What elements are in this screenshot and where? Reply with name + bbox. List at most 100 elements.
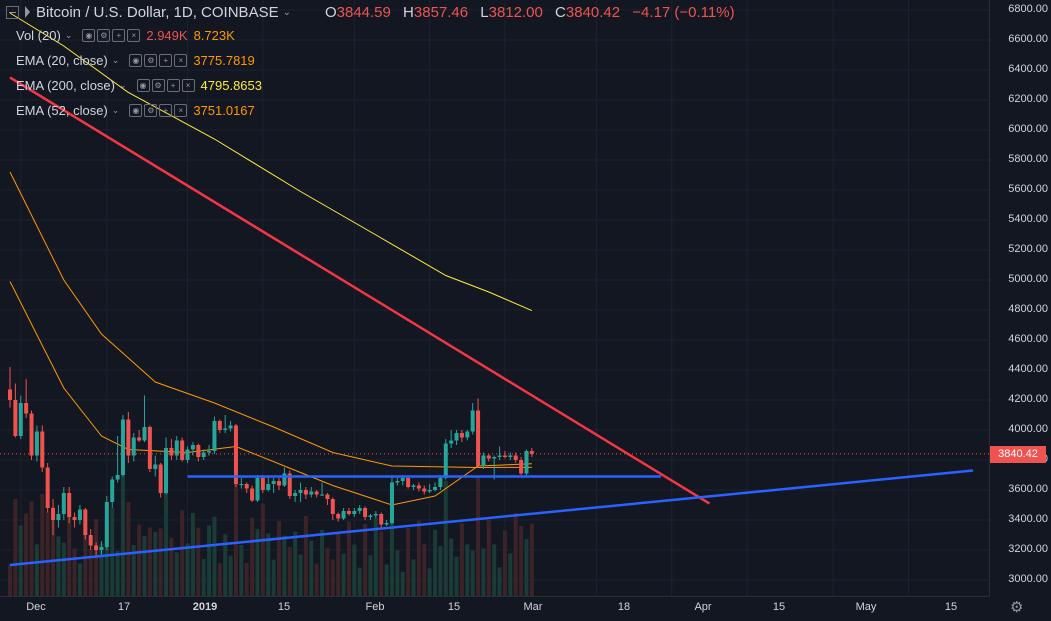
candle [406, 478, 411, 487]
indicator-value: 3775.7819 [193, 53, 255, 68]
candle [416, 485, 421, 489]
ohlc-values: O3844.59 H3857.46 L3812.00 C3840.42 −4.1… [325, 4, 743, 21]
indicator-name[interactable]: EMA (20, close) [16, 53, 108, 68]
gear-icon[interactable]: ⚙ [1010, 599, 1024, 616]
indicator-ema200[interactable]: EMA (200, close) ⌄ ◉ ⚙ + × 4795.8653 [16, 78, 268, 93]
volume-bar [389, 484, 394, 596]
close-icon[interactable]: × [174, 104, 188, 117]
eye-icon[interactable]: ◉ [129, 54, 143, 67]
last-price-label: 3840.42 [990, 446, 1046, 463]
candle [502, 455, 507, 457]
candle [470, 410, 475, 432]
candle [110, 479, 115, 502]
volume-bar [250, 517, 255, 596]
close-icon[interactable]: × [127, 29, 141, 42]
plus-icon[interactable]: + [166, 79, 180, 92]
y-tick-label: 4800.00 [1008, 303, 1048, 315]
indicator-value-2: 8.723K [193, 28, 235, 43]
settings-icon[interactable]: ⚙ [151, 79, 165, 92]
y-tick-label: 6800.00 [1008, 3, 1048, 15]
volume-bar [497, 567, 502, 596]
candle [8, 389, 12, 400]
candle [373, 514, 378, 516]
chart-header: Bitcoin / U.S. Dollar, 1D, COINBASE ⌄ O3… [0, 0, 743, 24]
volume-bar [13, 499, 18, 596]
volume-bar [352, 544, 357, 596]
y-tick-label: 4400.00 [1008, 363, 1048, 375]
plus-icon[interactable]: + [159, 54, 173, 67]
plus-icon[interactable]: + [159, 104, 173, 117]
eye-icon[interactable]: ◉ [129, 104, 143, 117]
indicator-ema52[interactable]: EMA (52, close) ⌄ ◉ ⚙ + × 3751.0167 [16, 103, 261, 118]
indicator-buttons: ◉ ⚙ + × [129, 54, 188, 67]
x-tick-label: 15 [447, 601, 461, 613]
candle [433, 487, 438, 490]
candle [271, 481, 276, 484]
y-tick-label: 3200.00 [1008, 543, 1048, 555]
indicator-name[interactable]: Vol (20) [16, 28, 61, 43]
indicator-name[interactable]: EMA (200, close) [16, 78, 115, 93]
time-axis[interactable]: Dec 17 2019 15 Feb 15 Mar 18 Apr 15 May … [0, 596, 989, 621]
volume-bar [185, 543, 190, 596]
volume-bar [18, 525, 23, 596]
candle [94, 545, 99, 550]
candle [266, 484, 271, 490]
volume-bar [320, 530, 325, 596]
volume-bar [77, 563, 82, 596]
candle [277, 481, 281, 486]
close-icon[interactable]: × [181, 79, 195, 92]
ema200-line [9, 12, 533, 312]
symbol-title[interactable]: Bitcoin / U.S. Dollar, 1D, COINBASE [36, 3, 279, 21]
plus-icon[interactable]: + [112, 29, 126, 42]
close-key: C [555, 3, 566, 21]
chevron-down-icon[interactable]: ⌄ [282, 6, 291, 18]
volume-bar [110, 508, 115, 596]
settings-icon[interactable]: ⚙ [144, 104, 158, 117]
candle [207, 451, 212, 453]
indicator-name[interactable]: EMA (52, close) [16, 103, 108, 118]
candle [449, 440, 454, 444]
volume-bar [384, 564, 389, 596]
candle [513, 455, 518, 460]
volume-bar [228, 555, 233, 596]
candle [293, 493, 298, 496]
chevron-down-icon[interactable]: ⌄ [64, 30, 73, 40]
volume-bar [244, 563, 249, 596]
x-tick-label: Mar [523, 601, 543, 613]
collapse-icon[interactable] [6, 5, 19, 19]
chevron-down-icon[interactable]: ⌄ [119, 80, 127, 90]
x-tick-label: 15 [944, 601, 958, 613]
volume-bar [481, 548, 486, 596]
flag-icon[interactable] [25, 6, 30, 18]
volume-bar [314, 563, 319, 596]
volume-bar [201, 559, 206, 596]
volume-bar [158, 528, 163, 596]
settings-icon[interactable]: ⚙ [97, 29, 111, 42]
high-key: H [403, 3, 414, 21]
price-axis[interactable]: 6800.00 6600.00 6400.00 6200.00 6000.00 … [989, 0, 1051, 596]
volume-bar [379, 531, 384, 596]
candle [45, 467, 50, 508]
x-tick-label: 18 [617, 601, 631, 613]
indicator-vol[interactable]: Vol (20) ⌄ ◉ ⚙ + × 2.949K 8.723K [16, 28, 241, 43]
chevron-down-icon[interactable]: ⌄ [111, 105, 120, 115]
candle [427, 490, 432, 492]
eye-icon[interactable]: ◉ [82, 29, 96, 42]
indicator-ema20[interactable]: EMA (20, close) ⌄ ◉ ⚙ + × 3775.7819 [16, 53, 261, 68]
chevron-down-icon[interactable]: ⌄ [111, 55, 120, 65]
candle [72, 517, 77, 520]
volume-bar [303, 516, 308, 596]
volume-bar [325, 548, 330, 596]
y-tick-label: 6000.00 [1008, 123, 1048, 135]
y-tick-label: 6400.00 [1008, 63, 1048, 75]
volume-bar [449, 538, 454, 596]
eye-icon[interactable]: ◉ [136, 79, 150, 92]
candle [120, 419, 125, 475]
candle [379, 514, 384, 525]
settings-icon[interactable]: ⚙ [144, 54, 158, 67]
volume-bar [433, 529, 438, 596]
close-icon[interactable]: × [174, 54, 188, 67]
volume-bar [346, 521, 351, 596]
candle [481, 455, 486, 466]
